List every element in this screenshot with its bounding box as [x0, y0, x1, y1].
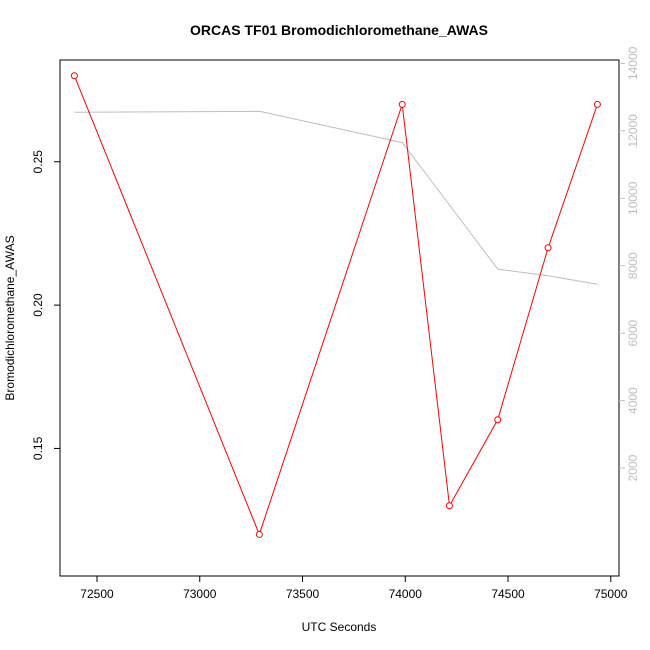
y2-axis: 2000 4000 6000 8000 10000 12000 14000	[619, 46, 640, 481]
x-tick-label: 73500	[286, 587, 320, 601]
data-point	[494, 416, 502, 424]
data-point	[398, 100, 406, 108]
plot-frame	[59, 59, 620, 577]
data-point	[445, 502, 453, 510]
x-tick-label: 75000	[594, 587, 628, 601]
x-axis-title: UTC Seconds	[302, 620, 377, 634]
x-axis: 72500 73000 73500 74000 74500 75000	[80, 576, 628, 601]
y2-tick-label: 14000	[626, 46, 640, 80]
data-point	[593, 100, 601, 108]
chart-title: ORCAS TF01 Bromodichloromethane_AWAS	[190, 22, 488, 38]
x-tick-label: 74500	[491, 587, 525, 601]
y-tick-label: 0.25	[31, 150, 45, 174]
y2-tick-label: 12000	[626, 114, 640, 148]
y2-tick-label: 2000	[626, 454, 640, 481]
y-tick-label: 0.20	[31, 293, 45, 317]
y2-tick-label: 6000	[626, 320, 640, 347]
data-point	[70, 72, 78, 80]
data-point	[544, 244, 552, 252]
y-tick-label: 0.15	[31, 436, 45, 460]
y2-tick-label: 8000	[626, 252, 640, 279]
data-point	[255, 530, 263, 538]
y2-tick-label: 4000	[626, 387, 640, 414]
series-line-right	[74, 110, 598, 285]
x-tick-label: 74000	[389, 587, 423, 601]
y-axis: 0.15 0.20 0.25	[31, 150, 60, 460]
x-tick-label: 73000	[183, 587, 217, 601]
y-axis-title: Bromodichloromethane_AWAS	[3, 235, 17, 400]
x-tick-label: 72500	[80, 587, 114, 601]
series-layer	[70, 72, 601, 538]
y2-tick-label: 10000	[626, 181, 640, 215]
